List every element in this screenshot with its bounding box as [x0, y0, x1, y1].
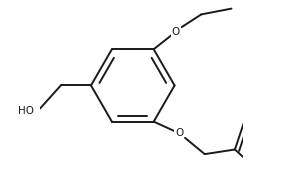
Text: O: O — [171, 27, 180, 37]
Text: O: O — [175, 128, 183, 138]
Text: HO: HO — [18, 106, 34, 116]
